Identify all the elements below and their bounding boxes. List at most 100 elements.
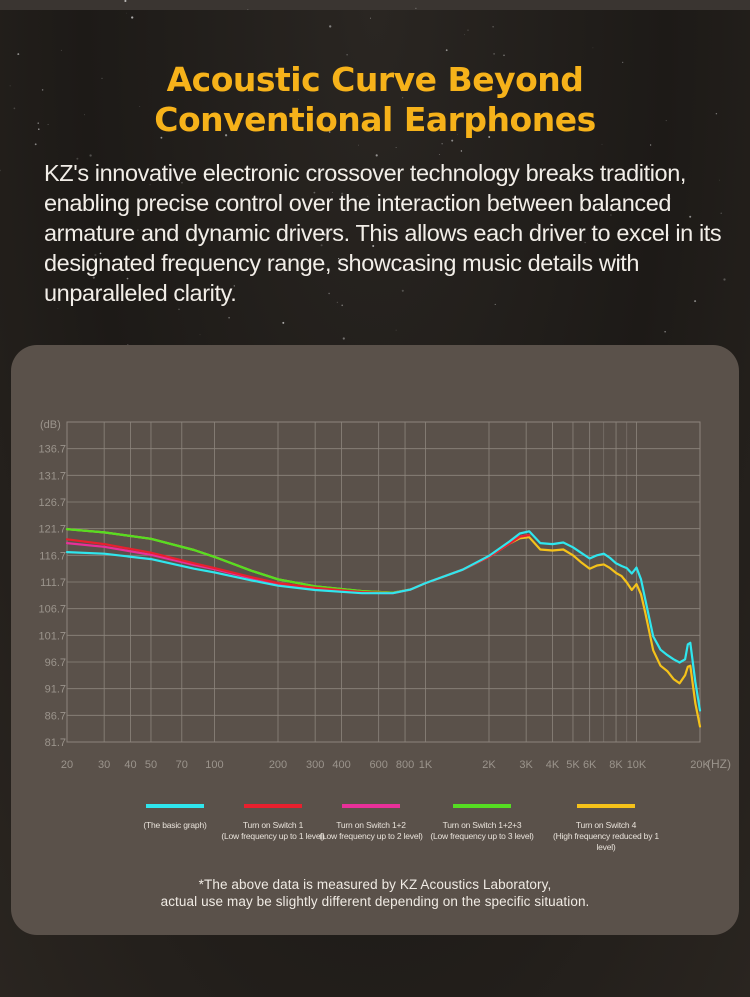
star bbox=[303, 77, 305, 79]
legend-label-line-1: Turn on Switch 4 bbox=[575, 820, 637, 830]
star bbox=[372, 244, 375, 248]
x-tick-label: 2K bbox=[482, 759, 496, 771]
footnote-line-2: actual use may be slightly different dep… bbox=[160, 894, 590, 909]
star bbox=[503, 54, 505, 57]
x-tick-label: 1K bbox=[419, 759, 433, 771]
star bbox=[178, 308, 180, 311]
legend-label-line-1: Turn on Switch 1 bbox=[242, 820, 304, 830]
y-tick-label: 86.7 bbox=[45, 710, 66, 722]
x-tick-label: 400 bbox=[332, 759, 350, 771]
star bbox=[415, 7, 417, 9]
y-tick-label: 91.7 bbox=[45, 684, 66, 696]
y-tick-label: 121.7 bbox=[38, 524, 66, 536]
star bbox=[328, 292, 330, 295]
star bbox=[439, 230, 441, 233]
legend-label-line-2: (Low frequency up to 1 level) bbox=[221, 831, 325, 841]
star bbox=[336, 301, 339, 304]
legend-swatch bbox=[342, 804, 400, 808]
y-tick-label: 116.7 bbox=[39, 550, 66, 562]
star bbox=[328, 131, 331, 133]
x-tick-label: 20 bbox=[61, 759, 73, 771]
chart-panel bbox=[11, 345, 739, 935]
star bbox=[467, 29, 469, 31]
y-tick-label: 131.7 bbox=[38, 470, 66, 482]
star bbox=[126, 277, 129, 280]
legend-label: Turn on Switch 1+2 (Low frequency up to 2… bbox=[311, 820, 431, 842]
star bbox=[9, 85, 11, 87]
x-tick-label: 4K bbox=[546, 759, 560, 771]
y-tick-label: 136.7 bbox=[38, 444, 66, 456]
star bbox=[543, 111, 545, 113]
y-tick-label: 111.7 bbox=[40, 577, 66, 589]
star bbox=[47, 123, 49, 126]
y-axis-label: (dB) bbox=[40, 419, 61, 431]
star bbox=[451, 139, 454, 142]
star bbox=[610, 214, 612, 216]
star bbox=[197, 81, 199, 84]
series-line-2 bbox=[65, 534, 531, 595]
star bbox=[124, 0, 127, 3]
star bbox=[41, 89, 44, 91]
star bbox=[297, 99, 299, 100]
star bbox=[694, 300, 697, 303]
x-tick-label: 70 bbox=[176, 759, 188, 771]
star bbox=[89, 154, 92, 157]
star bbox=[137, 229, 139, 231]
star bbox=[341, 192, 344, 195]
star bbox=[438, 154, 440, 155]
star bbox=[181, 181, 183, 184]
x-tick-label: 40 bbox=[124, 759, 136, 771]
star bbox=[649, 144, 652, 146]
star bbox=[441, 143, 443, 145]
legend-swatch bbox=[146, 804, 204, 808]
star bbox=[94, 253, 97, 257]
legend-label: Turn on Switch 1+2+3 (Low frequency up to… bbox=[422, 820, 542, 842]
legend-label-line-2: (Low frequency up to 2 level) bbox=[319, 831, 423, 841]
star bbox=[347, 87, 350, 89]
legend-label-line-2: (Low frequency up to 3 level) bbox=[430, 831, 534, 841]
legend-swatch bbox=[453, 804, 511, 808]
star bbox=[258, 220, 260, 222]
legend-label: (The basic graph) bbox=[115, 820, 235, 831]
star bbox=[228, 316, 230, 319]
legend-swatch bbox=[244, 804, 302, 808]
star bbox=[329, 25, 332, 28]
x-tick-label: 30 bbox=[98, 759, 110, 771]
star bbox=[13, 107, 16, 110]
y-tick-label: 126.7 bbox=[38, 497, 66, 509]
star bbox=[206, 204, 208, 206]
x-tick-label: 6K bbox=[583, 759, 597, 771]
x-axis-label: (HZ) bbox=[707, 757, 731, 771]
star bbox=[367, 195, 369, 197]
star bbox=[92, 276, 95, 279]
star bbox=[445, 49, 448, 52]
x-tick-label: 5K bbox=[566, 759, 580, 771]
star bbox=[126, 12, 127, 14]
star bbox=[139, 106, 141, 107]
legend-label-line-1: Turn on Switch 1+2+3 bbox=[442, 820, 522, 830]
legend-label: Turn on Switch 1 (Low frequency up to 1 l… bbox=[213, 820, 333, 842]
star bbox=[601, 143, 603, 145]
legend-label-line-1: (The basic graph) bbox=[143, 820, 207, 830]
y-tick-label: 106.7 bbox=[38, 604, 66, 616]
star bbox=[670, 198, 671, 200]
page-title-line-2: Conventional Earphones bbox=[154, 100, 596, 139]
star bbox=[723, 278, 726, 281]
star bbox=[149, 184, 151, 186]
star bbox=[622, 61, 624, 64]
star bbox=[689, 215, 692, 218]
star bbox=[667, 234, 669, 236]
star bbox=[34, 143, 37, 146]
star bbox=[76, 157, 79, 160]
star bbox=[233, 285, 236, 287]
x-tick-label: 20K bbox=[690, 759, 710, 771]
star bbox=[537, 223, 539, 225]
star bbox=[401, 97, 404, 99]
star bbox=[338, 258, 340, 260]
x-tick-label: 200 bbox=[269, 759, 287, 771]
star bbox=[493, 52, 496, 55]
star bbox=[664, 331, 666, 333]
star bbox=[494, 303, 496, 305]
star bbox=[57, 308, 59, 309]
